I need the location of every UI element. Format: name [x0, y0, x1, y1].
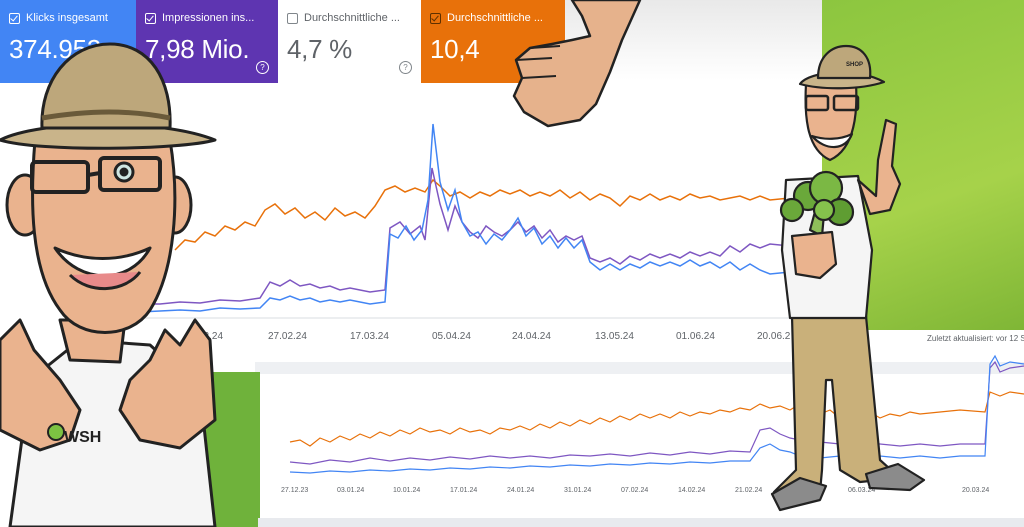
checkbox-checked-icon[interactable] [430, 13, 441, 24]
x-tick-label: 27.12.23 [281, 487, 309, 494]
x-tick-label: 17.01.24 [450, 487, 478, 494]
x-tick-label: 31.01.24 [564, 487, 592, 494]
metric-label: Durchschnittliche ... [304, 12, 400, 24]
series-line-clicks [289, 354, 1024, 474]
last-updated-text: Zuletzt aktualisiert: vor 12 Stu [927, 334, 1024, 343]
metric-card-position[interactable]: Durchschnittliche ... 10,4 [421, 0, 565, 83]
x-tick-label: 03.01.24 [337, 487, 365, 494]
metric-value: 10,4 [430, 34, 480, 64]
x-tick-label: 06.03.24 [848, 487, 876, 494]
cartoon-mascot-left: WSH [0, 42, 217, 527]
x-tick-label: 17.03.24 [350, 331, 389, 342]
hat-logo-text: SHOP [846, 62, 863, 68]
x-tick-label: 02.24 [198, 331, 224, 342]
x-tick-label: 24.04.24 [512, 331, 551, 342]
checkbox-checked-icon[interactable] [145, 13, 156, 24]
metric-label: Klicks insgesamt [26, 12, 108, 24]
metric-card-ctr[interactable]: Durchschnittliche ... 4,7 % ? [278, 0, 421, 83]
metric-label: Durchschnittliche ... [447, 12, 543, 24]
x-tick-label: 24.01.24 [507, 487, 535, 494]
metric-card-impressions[interactable]: Impressionen ins... 7,98 Mio. ? [136, 0, 278, 83]
checkbox-unchecked-icon[interactable] [287, 13, 298, 24]
series-line-clicks [120, 123, 791, 313]
x-tick-label: 01.06.24 [676, 331, 715, 342]
x-tick-label: 05.04.24 [432, 331, 471, 342]
cartoon-mascot-right: SHOP [770, 44, 926, 512]
metric-value: 7,98 Mio. [145, 34, 250, 64]
x-tick-label: 07.02.24 [621, 487, 649, 494]
metric-value: 4,7 % [287, 34, 352, 64]
x-tick-label: 27.02.24 [268, 331, 307, 342]
checkbox-checked-icon[interactable] [9, 13, 20, 24]
bottom-divider [258, 518, 1024, 527]
series-line-impressions [289, 360, 1024, 465]
shirt-logo-text: WSH [64, 429, 101, 446]
metric-label: Impressionen ins... [162, 12, 255, 24]
series-line-impressions [119, 167, 791, 306]
x-tick-label: 20.03.24 [962, 487, 990, 494]
help-icon[interactable]: ? [256, 61, 269, 74]
series-line-position [174, 178, 791, 251]
x-tick-label: 14.02.24 [678, 487, 706, 494]
x-tick-label: 21.02.24 [735, 487, 763, 494]
x-tick-label: 13.05.24 [595, 331, 634, 342]
help-icon[interactable]: ? [399, 61, 412, 74]
cartoon-hand-illustration [512, 0, 642, 128]
x-tick-label: 20.06.2 [757, 331, 791, 342]
x-tick-label: 10.01.24 [393, 487, 421, 494]
